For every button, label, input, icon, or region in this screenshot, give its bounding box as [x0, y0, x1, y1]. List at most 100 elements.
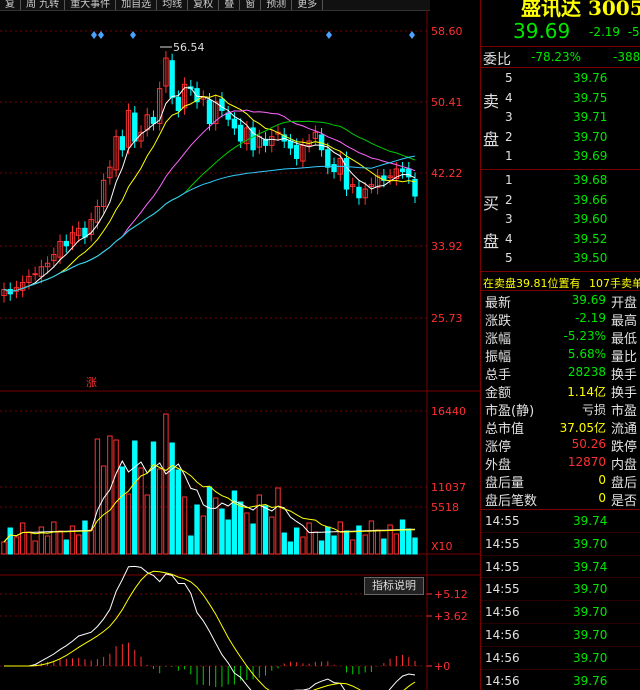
tick-row[interactable]: 14:55 39.70 — [481, 578, 640, 602]
tick-row[interactable]: 14:56 39.76 — [481, 670, 640, 690]
volume-bar — [76, 534, 82, 555]
stock-chart-panel: 58.60 50.41 42.22 33.92 25.73 16440 11037 5518 X… — [0, 10, 480, 690]
volume-bar — [412, 537, 418, 555]
tick-row[interactable]: 14:55 39.74 — [481, 556, 640, 579]
volume-bar — [275, 487, 281, 555]
ma30-line — [3, 120, 416, 293]
volume-axis-label: 5518 — [431, 501, 459, 514]
price-axis-label: 42.22 — [431, 167, 463, 180]
macd-dea-line — [4, 570, 416, 690]
bid-row[interactable]: 3 39.60 — [481, 209, 640, 229]
tick-price: 39.70 — [573, 582, 608, 597]
bid-row[interactable]: 4 39.52 — [481, 229, 640, 249]
tick-time: 14:56 — [485, 605, 520, 620]
candle-body — [132, 112, 138, 142]
stat-label: 盘后笔数 — [485, 494, 538, 509]
bid-row[interactable]: 1 39.68 — [481, 170, 640, 190]
bid-row[interactable]: 5 39.50 — [481, 248, 640, 268]
toolbar-item-5[interactable]: 复权 — [188, 0, 220, 10]
volume-bar — [138, 467, 144, 555]
volume-bar — [125, 493, 132, 555]
level: 4 — [505, 231, 513, 246]
ask-row[interactable]: 4 39.75 — [481, 88, 640, 108]
volume-bar — [63, 539, 69, 555]
volume-bar — [337, 521, 343, 555]
volume-bar — [262, 505, 269, 555]
tick-row[interactable]: 14:56 39.70 — [481, 647, 640, 670]
level: 3 — [505, 110, 513, 124]
event-diamond-icon — [98, 31, 104, 39]
stat-value: 0 — [598, 473, 606, 487]
volume-bar — [281, 532, 287, 555]
tick-list[interactable]: 14:55 39.74 14:55 39.70 14:55 39.74 14:55 39.70… — [481, 510, 640, 690]
toolbar-item-7[interactable]: 窗 — [240, 0, 262, 10]
ask-row[interactable]: 5 39.76 — [481, 68, 640, 88]
ask-row[interactable]: 2 39.70 — [481, 127, 640, 147]
tick-time: 14:55 — [485, 536, 520, 551]
tick-row[interactable]: 14:56 39.70 — [481, 624, 640, 647]
stat-row: 涨跌 -2.19 最高 — [481, 309, 640, 329]
macd-axis-label: +3.62 — [434, 610, 468, 623]
stat-label-2: 最低 — [611, 332, 638, 347]
stat-value: 39.69 — [571, 293, 606, 307]
macd-axis-label: +5.12 — [434, 588, 468, 601]
tick-price: 39.76 — [573, 673, 608, 688]
stat-label-2: 市盈 — [611, 404, 638, 419]
candle-body — [406, 168, 412, 178]
tick-row[interactable]: 14:56 39.70 — [481, 601, 640, 624]
quote-header: 盛讯达 3005 39.69 -2.19 -5 — [481, 0, 640, 47]
volume-bar — [206, 486, 213, 555]
candle-body — [175, 96, 182, 111]
tick-price: 39.70 — [573, 536, 608, 551]
candle-body — [88, 219, 94, 235]
volume-bar — [156, 468, 163, 555]
candle-body — [293, 144, 300, 159]
axis-labels: 58.60 50.41 42.22 33.92 25.73 16440 11037 5518 X… — [86, 25, 468, 673]
volume-bar — [113, 439, 119, 555]
indicator-help-button[interactable]: 指标说明 — [364, 577, 424, 595]
volume-bar — [325, 526, 331, 555]
candle-body — [374, 175, 381, 188]
stat-label: 振幅 — [485, 350, 512, 365]
stat-label-2: 最高 — [611, 314, 638, 329]
volume-bar — [231, 490, 238, 555]
toolbar-item-2[interactable]: 重大事件 — [65, 0, 117, 10]
price-axis-label: 33.92 — [431, 240, 463, 253]
high-price-label: 56.54 — [173, 41, 205, 54]
ask-row[interactable]: 1 39.69 — [481, 146, 640, 166]
price-axis-label: 50.41 — [431, 96, 463, 109]
event-diamond-icon — [130, 31, 136, 39]
volume-unit-label: X10 — [431, 540, 453, 553]
volume-bar — [318, 540, 325, 555]
candle-body — [19, 281, 26, 291]
level: 4 — [505, 90, 513, 105]
candle-body — [163, 57, 169, 87]
price: 39.71 — [573, 110, 608, 124]
toolbar-item-3[interactable]: 加自选 — [116, 0, 158, 10]
toolbar-item-4[interactable]: 均线 — [157, 0, 189, 10]
volume-bar — [256, 494, 263, 555]
stat-value: 12870 — [567, 455, 606, 469]
candle-body — [343, 157, 350, 190]
stat-value: 1.14亿 — [567, 385, 606, 399]
chart-grid — [0, 10, 480, 690]
tick-price: 39.70 — [573, 605, 608, 620]
toolbar-item-6[interactable]: 叠 — [219, 0, 241, 10]
tick-row[interactable]: 14:55 39.70 — [481, 533, 640, 556]
toolbar-item-1[interactable]: 周 九转 — [21, 0, 66, 10]
toolbar-item-8[interactable]: 预测 — [261, 0, 293, 10]
volume-bar — [250, 523, 256, 555]
volume-bar — [51, 521, 57, 555]
volume-bar — [269, 516, 275, 555]
candle-body — [69, 232, 76, 244]
ask-row[interactable]: 3 39.71 — [481, 107, 640, 127]
candle-body — [100, 179, 107, 208]
stat-value: -5.23% — [563, 329, 606, 343]
tick-row[interactable]: 14:55 39.74 — [481, 510, 640, 533]
bid-row[interactable]: 2 39.66 — [481, 190, 640, 210]
stat-label: 总手 — [485, 368, 512, 383]
stats-table: 最新 39.69 开盘 涨跌 -2.19 最高 涨幅 -5.23% 最低 振幅 5.68% 量比 总手 2… — [481, 291, 640, 510]
weibi-value: -78.23% — [531, 50, 582, 64]
toolbar-item-9[interactable]: 更多 — [292, 0, 324, 10]
toolbar-item-0[interactable]: 复 — [0, 0, 21, 10]
